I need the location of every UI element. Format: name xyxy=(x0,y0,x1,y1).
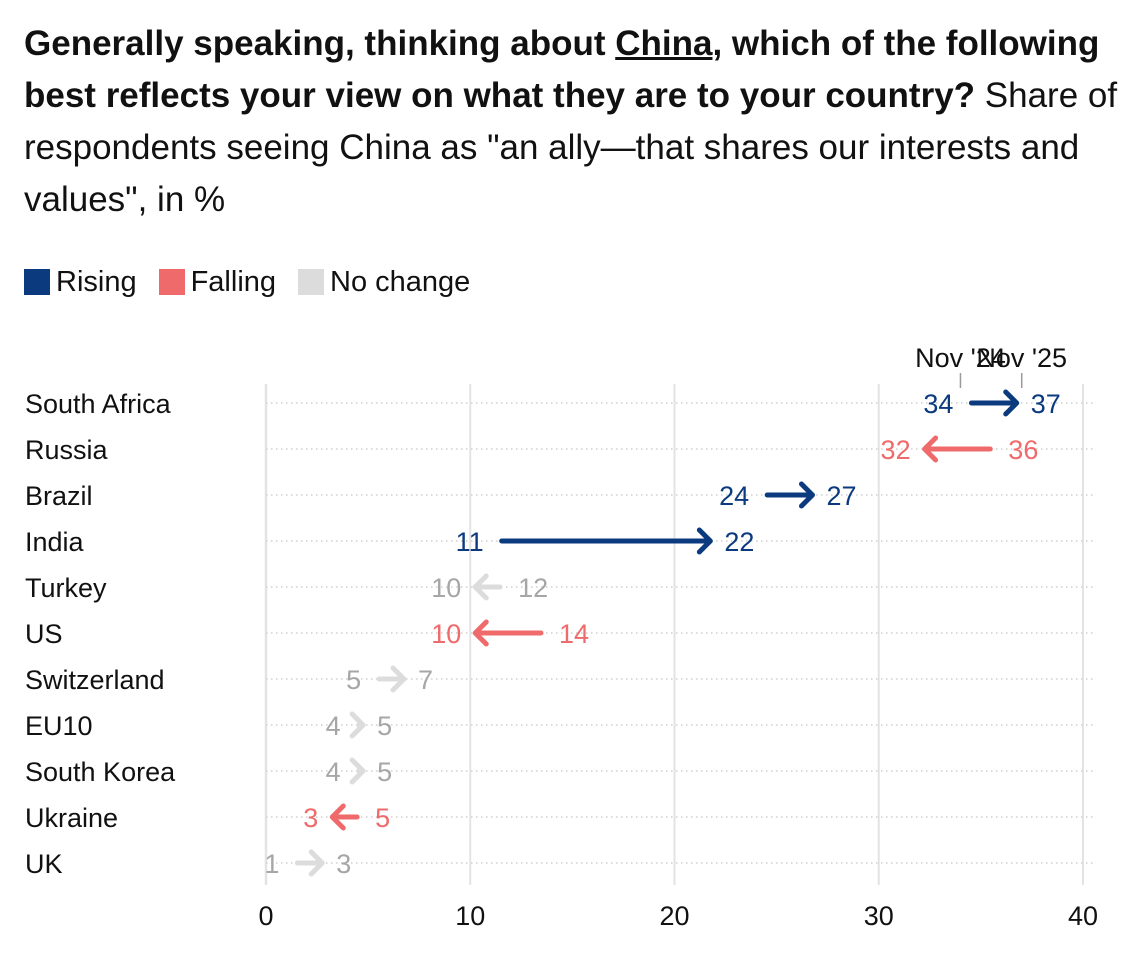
value-label-nov25: 7 xyxy=(418,665,433,695)
value-label-nov25: 3 xyxy=(303,803,318,833)
x-tick-label-0: 0 xyxy=(258,901,273,931)
legend: Rising Falling No change xyxy=(24,262,492,302)
country-label: Ukraine xyxy=(25,803,118,833)
value-label-nov25: 3 xyxy=(336,849,351,879)
row-india: India 11 22 xyxy=(25,527,1095,557)
x-tick-label-20: 20 xyxy=(659,901,689,931)
row-us: US 14 10 xyxy=(25,619,1095,649)
arrow-head xyxy=(472,619,489,647)
value-label-nov24: 24 xyxy=(719,481,749,511)
legend-label-nochange: No change xyxy=(330,265,471,298)
x-tick-label-30: 30 xyxy=(864,901,894,931)
arrow-head xyxy=(329,803,346,831)
country-label: South Africa xyxy=(25,389,172,419)
legend-label-falling: Falling xyxy=(190,265,277,298)
value-label-nov24: 12 xyxy=(518,573,548,603)
value-label-nov24: 11 xyxy=(456,527,484,557)
legend-nochange: No change xyxy=(298,266,470,299)
arrow-head xyxy=(1003,389,1020,417)
legend-rising: Rising xyxy=(24,266,137,299)
arrow-head xyxy=(349,757,366,785)
legend-swatch-falling xyxy=(158,269,185,295)
title-subtitle: Share of respondents seeing China as "an… xyxy=(24,76,1118,219)
value-label-nov24: 1 xyxy=(264,849,279,879)
x-tick-label-40: 40 xyxy=(1068,901,1098,931)
legend-falling: Falling xyxy=(158,265,277,299)
country-label: Russia xyxy=(25,435,109,465)
row-south-korea: South Korea 4 5 xyxy=(25,757,1095,787)
value-label-nov24: 5 xyxy=(375,803,390,833)
row-south-africa: South Africa 34 37 xyxy=(25,389,1095,419)
value-label-nov24: 4 xyxy=(326,757,341,787)
row-eu10: EU10 4 5 xyxy=(25,711,1095,741)
row-switzerland: Switzerland 5 7 xyxy=(25,665,1095,695)
title-question-underlined: China xyxy=(615,24,713,63)
country-label: US xyxy=(25,619,63,649)
arrow-head xyxy=(308,849,325,877)
value-label-nov24: 36 xyxy=(1008,435,1038,465)
country-label: India xyxy=(25,527,85,557)
arrow-head xyxy=(390,665,407,693)
value-label-nov25: 5 xyxy=(377,757,392,787)
country-label: Brazil xyxy=(25,481,93,511)
value-label-nov25: 37 xyxy=(1031,389,1061,419)
row-brazil: Brazil 24 27 xyxy=(25,481,1095,511)
arrow-head xyxy=(922,435,939,463)
country-label: EU10 xyxy=(25,711,93,741)
country-label: South Korea xyxy=(25,757,176,787)
value-label-nov25: 10 xyxy=(431,573,461,603)
title-question-a: Generally speaking, thinking about xyxy=(24,24,616,63)
value-label-nov24: 34 xyxy=(923,389,953,419)
arrow-head xyxy=(349,711,366,739)
value-label-nov25: 22 xyxy=(724,527,754,557)
chart-title: Generally speaking, thinking about China… xyxy=(24,18,1124,226)
title-question-b: , which of the following best reflects y… xyxy=(24,24,1100,115)
row-ukraine: Ukraine 5 3 xyxy=(25,803,1095,833)
value-label-nov24: 4 xyxy=(326,711,341,741)
legend-swatch-nochange xyxy=(298,269,325,295)
header-start-label: Nov '24 xyxy=(915,343,1006,373)
value-label-nov25: 5 xyxy=(377,711,392,741)
arrow-head xyxy=(472,573,489,601)
value-label-nov24: 14 xyxy=(559,619,589,649)
row-russia: Russia 36 32 xyxy=(25,435,1095,465)
country-label: Turkey xyxy=(25,573,107,603)
legend-swatch-rising xyxy=(24,269,50,295)
x-tick-label-10: 10 xyxy=(455,901,485,931)
row-uk: UK 1 3 xyxy=(25,849,1095,879)
arrow-head xyxy=(798,481,815,509)
row-turkey: Turkey 12 10 xyxy=(25,573,1095,603)
value-label-nov25: 27 xyxy=(826,481,856,511)
value-label-nov24: 5 xyxy=(346,665,361,695)
country-label: UK xyxy=(25,849,63,879)
country-label: Switzerland xyxy=(25,665,165,695)
arrow-head xyxy=(696,527,713,555)
legend-label-rising: Rising xyxy=(56,265,137,298)
value-label-nov25: 10 xyxy=(431,619,461,649)
value-label-nov25: 32 xyxy=(881,435,911,465)
header-end-label: Nov '25 xyxy=(976,343,1067,373)
